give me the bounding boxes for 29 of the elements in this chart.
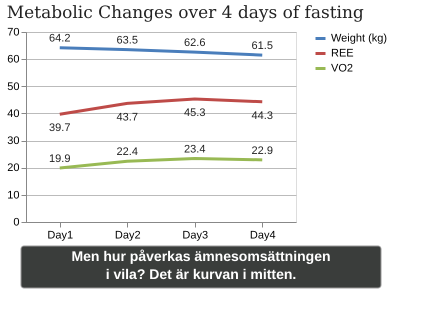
x-tick-label: Day4 [250,230,276,242]
x-tick-label: Day3 [182,230,208,242]
y-tick-label: 60 [7,54,20,66]
y-tick-label: 0 [13,216,20,228]
legend-label: VO2 [331,62,354,74]
data-label: 19.9 [49,152,70,165]
data-label: 62.6 [184,37,206,50]
data-label: 44.3 [252,110,273,122]
data-label: 45.3 [184,107,206,120]
y-tick-label: 20 [7,162,20,174]
y-tick-label: 70 [7,26,20,38]
data-label: 23.4 [184,143,206,156]
data-label: 22.9 [252,144,273,157]
x-tick-label: Day2 [114,230,141,242]
data-label: 39.7 [49,122,70,134]
y-tick-label: 50 [7,80,20,93]
data-label: 22.4 [116,146,138,158]
data-label: 43.7 [116,111,138,124]
x-tick-label: Day1 [47,230,74,242]
legend-label: Weight (kg) [331,32,388,44]
y-tick-label: 30 [7,135,20,148]
data-label: 63.5 [116,34,138,47]
data-label: 64.2 [49,32,70,45]
legend-label: REE [331,48,354,60]
y-tick-label: 10 [7,189,20,202]
text: Men hur påverkas ämnesomsättningen i vila? Det är kurvan i mitten. [71,248,331,282]
y-tick-label: 40 [7,108,20,120]
data-label: 61.5 [252,40,273,52]
chart-title: Metabolic Changes over 4 days of fasting [6,3,364,23]
